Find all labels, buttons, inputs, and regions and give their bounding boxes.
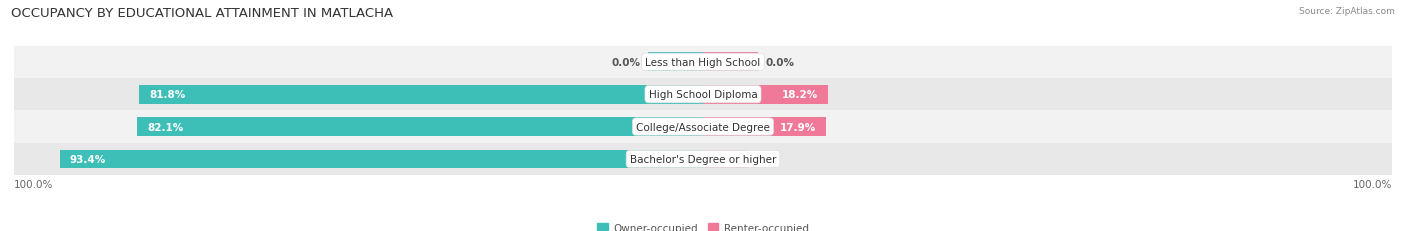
Text: OCCUPANCY BY EDUCATIONAL ATTAINMENT IN MATLACHA: OCCUPANCY BY EDUCATIONAL ATTAINMENT IN M… xyxy=(11,7,394,20)
Bar xyxy=(14,111,1392,143)
Bar xyxy=(14,79,1392,111)
Bar xyxy=(138,118,703,136)
Text: 100.0%: 100.0% xyxy=(1353,179,1392,189)
Text: 18.2%: 18.2% xyxy=(782,90,818,100)
Legend: Owner-occupied, Renter-occupied: Owner-occupied, Renter-occupied xyxy=(593,219,813,231)
Bar xyxy=(703,118,827,136)
Bar xyxy=(648,53,703,72)
Text: Less than High School: Less than High School xyxy=(645,58,761,67)
Text: 0.0%: 0.0% xyxy=(612,58,641,67)
Bar xyxy=(14,46,1392,79)
Text: Bachelor's Degree or higher: Bachelor's Degree or higher xyxy=(630,154,776,164)
Text: 6.6%: 6.6% xyxy=(709,154,738,164)
Bar xyxy=(139,85,703,104)
Bar xyxy=(703,150,748,169)
Bar xyxy=(14,143,1392,175)
Text: 82.1%: 82.1% xyxy=(148,122,184,132)
Text: High School Diploma: High School Diploma xyxy=(648,90,758,100)
Text: 100.0%: 100.0% xyxy=(14,179,53,189)
Text: 0.0%: 0.0% xyxy=(765,58,794,67)
Text: Source: ZipAtlas.com: Source: ZipAtlas.com xyxy=(1299,7,1395,16)
Bar xyxy=(703,85,828,104)
Text: College/Associate Degree: College/Associate Degree xyxy=(636,122,770,132)
Text: 17.9%: 17.9% xyxy=(780,122,815,132)
Text: 81.8%: 81.8% xyxy=(150,90,186,100)
Bar xyxy=(703,53,758,72)
Text: 93.4%: 93.4% xyxy=(70,154,105,164)
Bar xyxy=(59,150,703,169)
